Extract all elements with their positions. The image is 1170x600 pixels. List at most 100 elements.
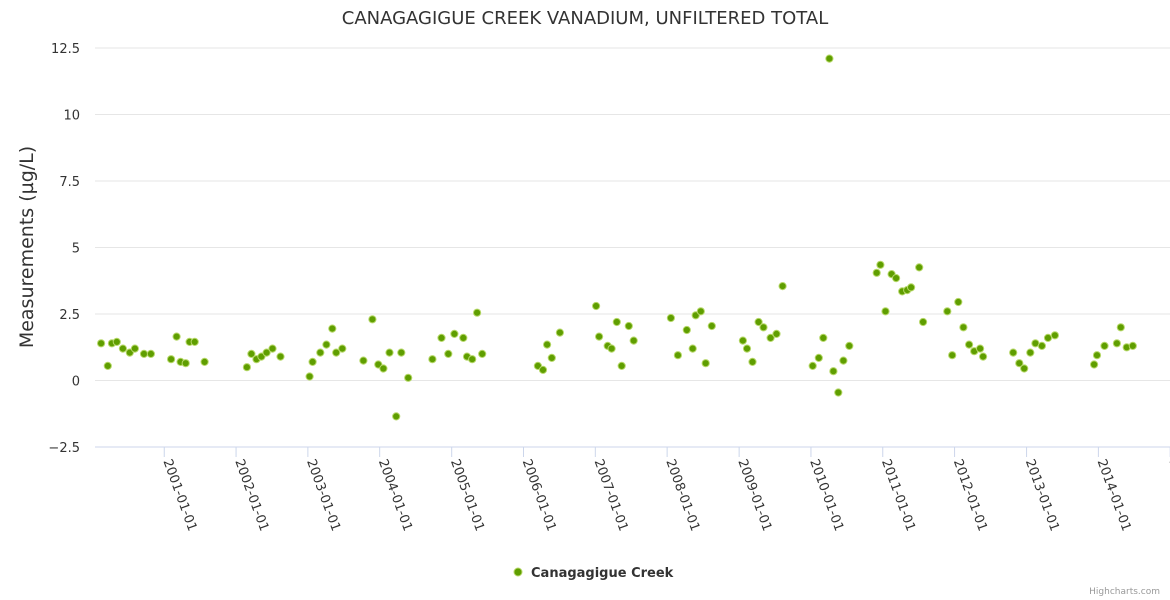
data-point[interactable] — [172, 332, 181, 341]
data-point[interactable] — [450, 329, 459, 338]
data-point[interactable] — [200, 357, 209, 366]
data-point[interactable] — [948, 351, 957, 360]
data-point[interactable] — [814, 353, 823, 362]
data-point[interactable] — [332, 348, 341, 357]
data-point[interactable] — [607, 344, 616, 353]
data-point[interactable] — [595, 332, 604, 341]
data-point[interactable] — [316, 348, 325, 357]
data-point[interactable] — [881, 307, 890, 316]
data-point[interactable] — [1100, 341, 1109, 350]
data-point[interactable] — [825, 54, 834, 63]
data-point[interactable] — [1116, 323, 1125, 332]
data-point[interactable] — [819, 333, 828, 342]
data-point[interactable] — [276, 352, 285, 361]
data-point[interactable] — [1090, 360, 1099, 369]
data-point[interactable] — [612, 317, 621, 327]
data-point[interactable] — [112, 337, 121, 346]
data-point[interactable] — [543, 340, 552, 349]
data-point[interactable] — [1020, 364, 1029, 373]
data-point[interactable] — [338, 344, 347, 353]
data-point[interactable] — [1092, 351, 1102, 360]
credits[interactable]: Highcharts.com — [1089, 587, 1160, 597]
data-point[interactable] — [1050, 331, 1060, 340]
data-point[interactable] — [190, 337, 199, 346]
data-point[interactable] — [907, 283, 916, 292]
data-point[interactable] — [892, 274, 901, 283]
data-point[interactable] — [379, 364, 388, 373]
data-point[interactable] — [592, 301, 601, 311]
series-canagagigue-creek[interactable] — [97, 54, 1137, 421]
data-point[interactable] — [954, 297, 963, 307]
data-point[interactable] — [538, 365, 548, 374]
data-point[interactable] — [404, 373, 413, 382]
data-point[interactable] — [359, 356, 368, 365]
data-point[interactable] — [808, 361, 817, 370]
data-point[interactable] — [444, 349, 453, 358]
data-point[interactable] — [118, 344, 128, 353]
data-point[interactable] — [979, 352, 988, 361]
data-point[interactable] — [629, 336, 638, 345]
data-point[interactable] — [428, 355, 437, 364]
data-point[interactable] — [555, 328, 565, 337]
data-point[interactable] — [1112, 339, 1122, 348]
data-point[interactable] — [308, 357, 317, 366]
data-point[interactable] — [748, 357, 757, 366]
data-point[interactable] — [368, 315, 377, 324]
data-point[interactable] — [130, 344, 139, 353]
data-point[interactable] — [328, 324, 337, 333]
data-point[interactable] — [305, 372, 314, 381]
data-point[interactable] — [876, 260, 885, 269]
data-point[interactable] — [707, 321, 716, 331]
data-point[interactable] — [965, 340, 974, 349]
data-point[interactable] — [385, 348, 394, 357]
data-point[interactable] — [778, 282, 787, 291]
data-point[interactable] — [473, 308, 482, 317]
data-point[interactable] — [1128, 341, 1137, 350]
legend[interactable]: Canagagigue Creek — [513, 566, 674, 581]
data-point[interactable] — [766, 333, 775, 342]
data-point[interactable] — [1009, 348, 1018, 357]
data-point[interactable] — [146, 349, 155, 358]
data-point[interactable] — [247, 349, 256, 358]
data-point[interactable] — [845, 341, 854, 350]
data-point[interactable] — [872, 268, 881, 277]
data-point[interactable] — [915, 263, 924, 272]
data-point[interactable] — [242, 363, 251, 372]
data-point[interactable] — [976, 344, 985, 353]
data-point[interactable] — [103, 361, 112, 370]
data-point[interactable] — [759, 323, 768, 332]
data-point[interactable] — [688, 344, 697, 353]
data-point[interactable] — [468, 355, 477, 364]
data-point[interactable] — [839, 356, 848, 365]
data-point[interactable] — [919, 317, 928, 327]
data-point[interactable] — [392, 412, 401, 421]
data-point[interactable] — [701, 359, 710, 368]
data-point[interactable] — [437, 333, 446, 342]
data-point[interactable] — [1043, 333, 1053, 342]
data-point[interactable] — [829, 367, 838, 376]
data-point[interactable] — [1015, 359, 1024, 368]
data-point[interactable] — [666, 313, 676, 323]
legend-label[interactable]: Canagagigue Creek — [531, 566, 674, 581]
data-point[interactable] — [1026, 348, 1035, 357]
data-point[interactable] — [322, 340, 331, 349]
data-point[interactable] — [97, 339, 106, 348]
data-point[interactable] — [834, 388, 843, 397]
data-point[interactable] — [682, 325, 691, 335]
data-point[interactable] — [167, 355, 176, 364]
data-point[interactable] — [262, 348, 271, 357]
data-point[interactable] — [139, 349, 149, 358]
data-point[interactable] — [478, 349, 487, 358]
data-point[interactable] — [459, 333, 468, 342]
data-point[interactable] — [397, 348, 406, 357]
data-point[interactable] — [268, 344, 277, 353]
data-point[interactable] — [943, 307, 952, 316]
data-point[interactable] — [547, 353, 556, 362]
data-point[interactable] — [624, 321, 633, 331]
data-point[interactable] — [959, 323, 968, 332]
data-point[interactable] — [1037, 341, 1047, 350]
data-point[interactable] — [696, 307, 705, 316]
data-point[interactable] — [772, 329, 781, 338]
data-point[interactable] — [738, 336, 748, 345]
data-point[interactable] — [742, 344, 752, 353]
